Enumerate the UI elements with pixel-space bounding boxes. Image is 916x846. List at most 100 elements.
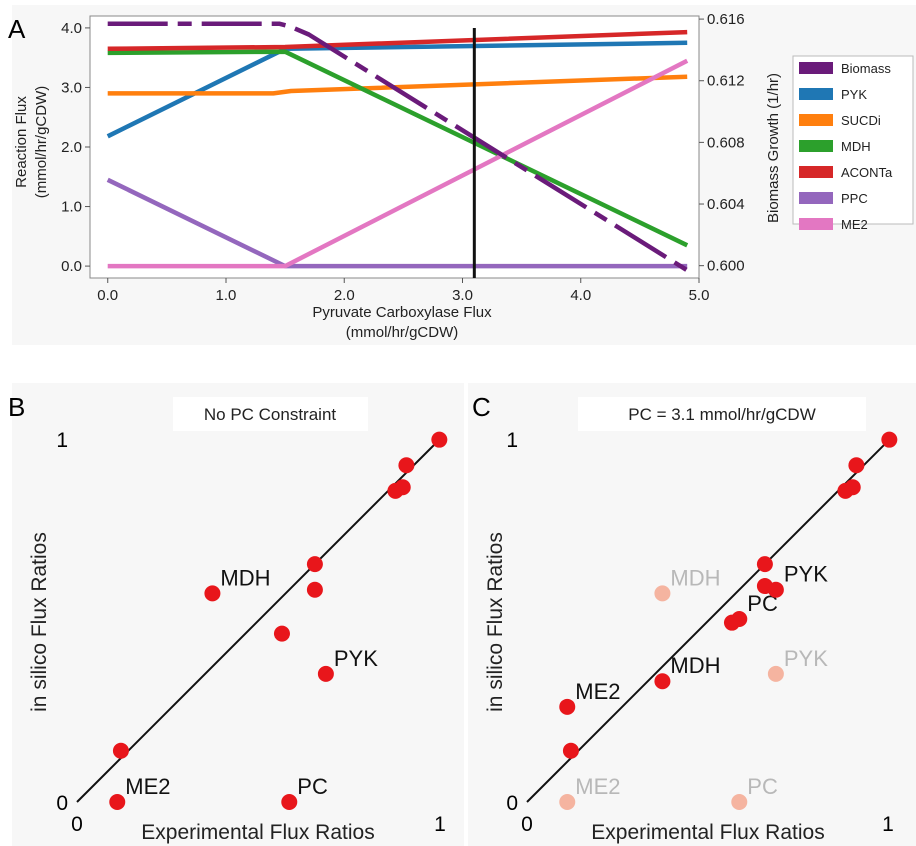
legend-label-me2: ME2 [841,217,868,232]
legend-label-pyk: PYK [841,87,867,102]
identity-line-c [526,435,894,803]
y-tick-label: 0.0 [61,258,82,275]
x-axis-label-line2: (mmol/hr/gCDW) [346,324,459,341]
data-point [306,556,323,573]
data-point [756,556,773,573]
point-label-mdh: MDH [220,565,270,590]
y-tick-label: 1.0 [61,199,82,216]
plot-area-a [89,15,700,279]
x-tick-label: 3.0 [452,287,473,304]
point-label-pyk: PYK [784,646,828,671]
point-label-me2: ME2 [125,774,170,799]
panel-c-scatter-chart: PC = 3.1 mmol/hr/gCDW ME2 PC MDH PYK ME2 MDH P… [484,397,898,844]
panel-a-line-chart: 0.0 1.0 2.0 3.0 4.0 5.0 0.0 1.0 2.0 3.0 4.0 0.600… [13,11,914,341]
data-point-pyk [317,665,334,682]
x-axis-label-line1: Pyruvate Carboxylase Flux [312,304,492,321]
x-tick-label: 1.0 [216,287,237,304]
series-layer [106,21,689,273]
data-point [394,479,411,496]
series-line-aconta [107,29,688,52]
panel-b-background [12,383,464,846]
point-label-pyk: PYK [784,562,828,587]
y-axis-label-line1: Reaction Flux [13,96,30,188]
x-tick-label: 5.0 [689,287,710,304]
x-tick-label-right-c: 1 [882,813,894,836]
y2-tick-label: 0.612 [707,73,745,90]
title-box-c [578,397,866,431]
data-point [273,625,290,642]
y-tick-labels: 0.0 1.0 2.0 3.0 4.0 [61,20,90,275]
data-point [306,581,323,598]
data-point [844,479,861,496]
y-tick-label: 3.0 [61,79,82,96]
legend-swatch-aconta [799,166,833,178]
legend-swatch-sucdi [799,114,833,126]
series-line-sucdi [107,74,688,96]
y-tick-label-bottom-c: 0 [506,792,518,815]
data-point-me2 [559,698,576,715]
point-label-mdh: MDH [670,565,720,590]
data-point-pyk [767,665,784,682]
data-point [848,457,865,474]
legend-swatch-pyk [799,88,833,100]
y2-tick-label: 0.604 [707,196,745,213]
panel-c-background [468,383,916,846]
legend-swatch-mdh [799,140,833,152]
legend-swatch-biomass [799,62,833,74]
y-tick-label-top-b: 1 [56,429,68,452]
title-box-b [173,397,368,431]
series-line-mdh [107,49,689,248]
x-tick-label: 0.0 [97,287,118,304]
legend-entries: Biomass PYK SUCDi MDH ACONTa PPC ME2 [799,61,893,232]
y-axis-label-b: in silico Flux Ratios [28,532,51,712]
legend-swatch-ppc [799,192,833,204]
y2-tick-label: 0.600 [707,258,745,275]
data-point [398,457,415,474]
data-point [881,431,898,448]
point-label-mdh: MDH [670,653,720,678]
y-axis-label-c: in silico Flux Ratios [484,532,507,712]
data-point-mdh [654,585,671,602]
y2-tick-label: 0.608 [707,134,745,151]
x-tick-labels: 0.0 1.0 2.0 3.0 4.0 5.0 [97,278,709,304]
legend-label-biomass: Biomass [841,61,891,76]
legend-label-ppc: PPC [841,191,868,206]
panel-b-scatter-chart: No PC Constraint ME2 PC MDH PYK 1 0 0 1 Exp… [28,397,448,844]
series-line-biomass [107,21,689,273]
data-point-me2 [109,794,126,810]
y-axis-label-line2: (mmol/hr/gCDW) [33,86,50,199]
point-label-pc: PC [747,774,778,799]
data-point [431,431,448,448]
identity-line-b [76,435,444,803]
y2-tick-labels: 0.600 0.604 0.608 0.612 0.616 [699,11,745,275]
data-point [562,742,579,759]
data-point-mdh [204,585,221,602]
legend-swatch-me2 [799,218,833,230]
point-label-pc: PC [297,774,328,799]
x-tick-label-left-c: 0 [521,813,533,836]
y-tick-label: 4.0 [61,20,82,37]
x-tick-label-right-b: 1 [434,813,446,836]
series-line-me2 [107,58,689,269]
legend-label-aconta: ACONTa [841,165,893,180]
y-tick-label: 2.0 [61,139,82,156]
y-tick-label-top-c: 1 [506,429,518,452]
legend-label-mdh: MDH [841,139,871,154]
points-layer: ME2 PC MDH PYK [109,431,448,810]
x-tick-label-left-b: 0 [71,813,83,836]
x-tick-label: 4.0 [570,287,591,304]
chart-title-c: PC = 3.1 mmol/hr/gCDW [628,405,816,424]
point-label-me2: ME2 [575,774,620,799]
data-point-me2 [559,794,576,810]
x-tick-label: 2.0 [334,287,355,304]
y-tick-label-bottom-b: 0 [56,792,68,815]
x-axis-label-c: Experimental Flux Ratios [591,821,824,844]
panel-label-c: C [472,392,491,422]
data-point-pyk [767,581,784,598]
panel-label-a: A [8,14,26,44]
data-point-pc [731,794,748,810]
panel-label-b: B [8,392,25,422]
x-axis-label-b: Experimental Flux Ratios [141,821,374,844]
